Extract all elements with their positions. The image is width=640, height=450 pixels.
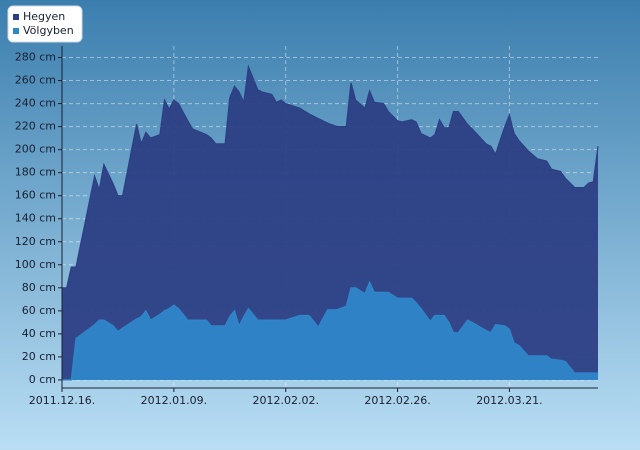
x-tick-label: 2012.02.02.: [252, 394, 318, 407]
plot-area: 0 cm 20 cm 40 cm 60 cm 80 cm 100 cm 120 cm 140 …: [15, 46, 599, 407]
legend-box: [7, 5, 83, 43]
x-tick-label: 2012.03.21.: [476, 394, 542, 407]
y-tick-label: 60 cm: [22, 304, 56, 317]
area-line: [62, 64, 599, 289]
legend-swatch: [13, 14, 19, 20]
x-tick-label: 2012.02.26.: [364, 394, 430, 407]
y-tick-label: 200 cm: [15, 143, 56, 156]
legend-label: Hegyen: [23, 10, 65, 23]
area-fill: [62, 282, 598, 380]
y-tick-label: 160 cm: [15, 189, 56, 202]
y-tick-label: 140 cm: [15, 212, 56, 225]
y-tick-label: 240 cm: [15, 97, 56, 110]
y-tick-label: 100 cm: [15, 258, 56, 271]
area-line: [62, 280, 598, 381]
y-tick-label: 220 cm: [15, 120, 56, 133]
y-tick-label: 80 cm: [22, 281, 56, 294]
area-fill: [62, 66, 598, 380]
y-tick-label: 280 cm: [15, 51, 56, 64]
y-tick-label: 20 cm: [22, 350, 56, 363]
y-tick-label: 40 cm: [22, 327, 56, 340]
x-tick-label: 2012.01.09.: [141, 394, 207, 407]
x-tick-label: 2011.12.16.: [29, 394, 95, 407]
y-tick-label: 180 cm: [15, 166, 56, 179]
y-tick-label: 260 cm: [15, 74, 56, 87]
y-tick-label: 0 cm: [29, 373, 56, 386]
legend-swatch: [13, 28, 19, 34]
y-tick-label: 120 cm: [15, 235, 56, 248]
legend-label: Völgyben: [23, 24, 74, 37]
